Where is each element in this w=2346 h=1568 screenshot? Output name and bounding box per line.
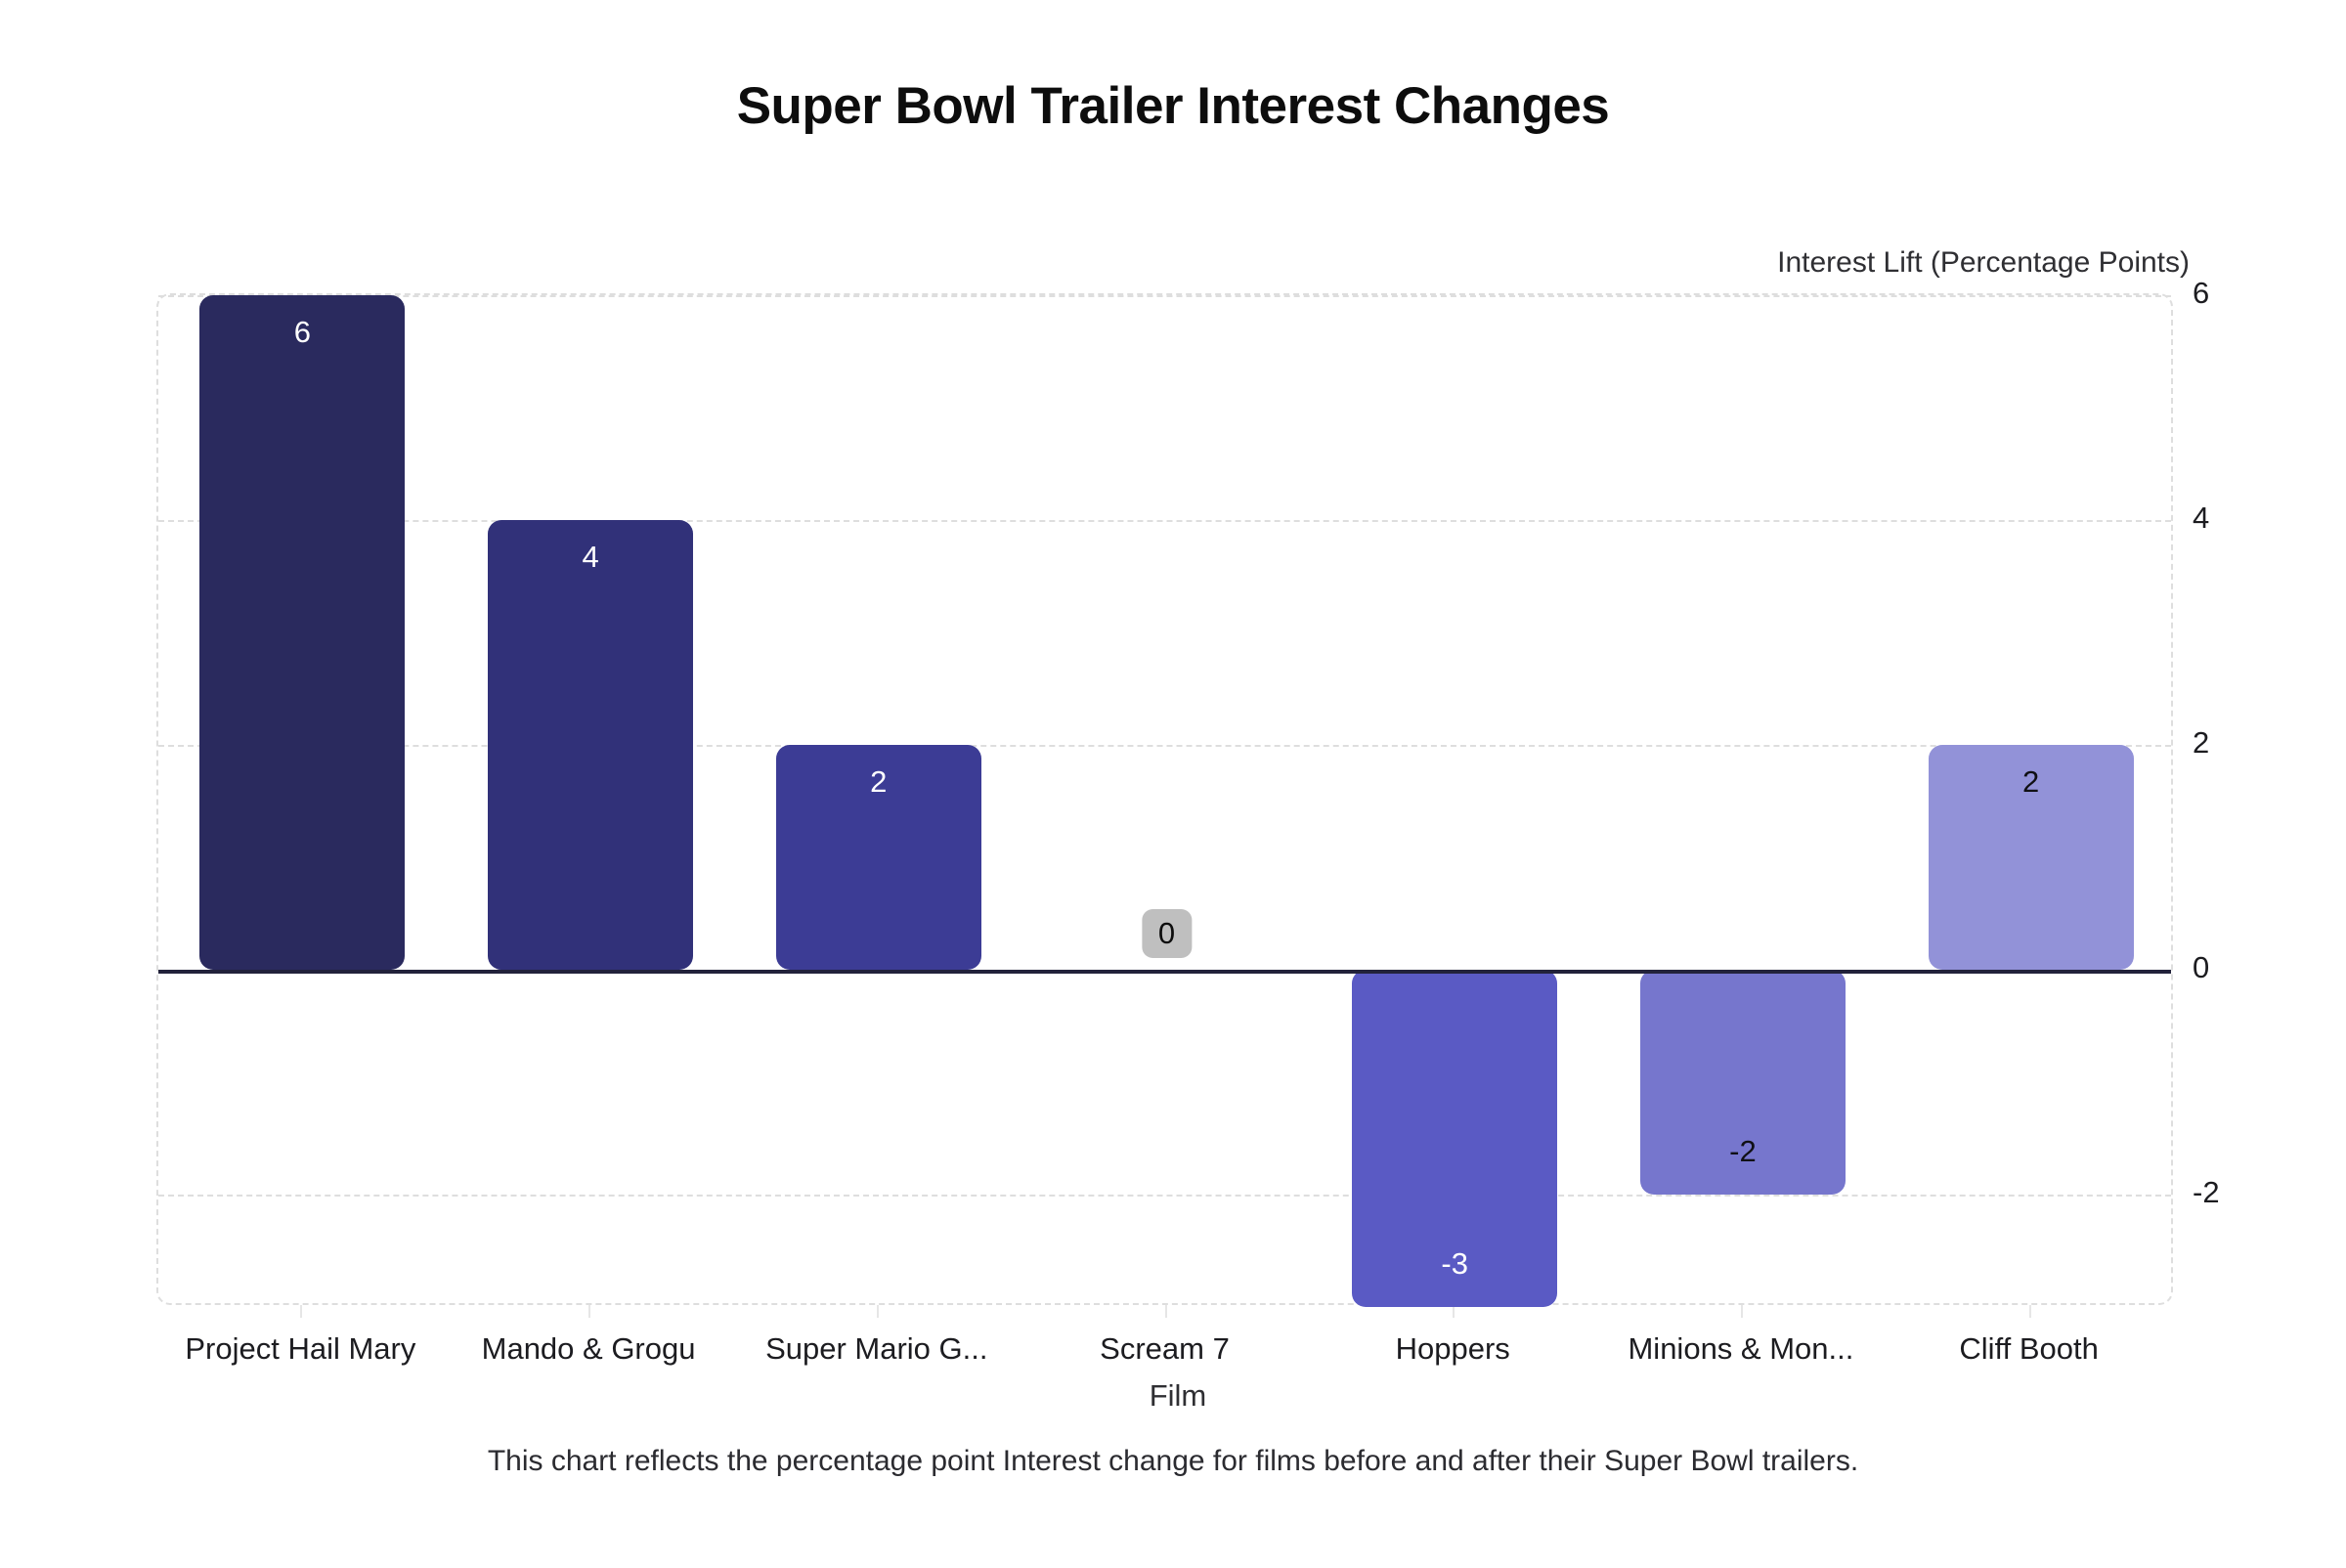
x-tick-label: Mando & Grogu: [481, 1331, 696, 1366]
bar-value-label: -3: [1441, 1246, 1468, 1281]
x-tick-mark: [2028, 1305, 2031, 1318]
gridline--2: [158, 1195, 2171, 1197]
y-tick-label: 4: [2193, 501, 2210, 535]
bar-value-label: -2: [1729, 1134, 1757, 1168]
plot-area: 6 4 2 0 -3 -2 2: [156, 293, 2173, 1307]
gridline-4: [158, 520, 2171, 522]
x-tick-label: Project Hail Mary: [185, 1331, 416, 1366]
bar-value-label: 2: [870, 764, 888, 799]
x-axis-title-text: Film: [1149, 1378, 1207, 1413]
x-tick-label: Super Mario G...: [765, 1331, 988, 1366]
x-tick-mark: [1453, 1305, 1455, 1318]
x-tick-mark: [876, 1305, 879, 1318]
bar[interactable]: [1352, 970, 1558, 1307]
zero-baseline: [158, 970, 2171, 974]
bar-value-label: 2: [2022, 764, 2040, 799]
y-tick-label: 2: [2193, 725, 2210, 760]
x-tick-label: Hoppers: [1395, 1331, 1510, 1366]
y-axis-title: Interest Lift (Percentage Points): [1777, 246, 2190, 279]
x-tick-mark: [1740, 1305, 1743, 1318]
x-tick-label: Scream 7: [1100, 1331, 1230, 1366]
y-tick-label: 0: [2193, 950, 2210, 984]
x-tick-mark: [300, 1305, 303, 1318]
x-tick-label: Cliff Booth: [1959, 1331, 2099, 1366]
bar-value-label: 6: [293, 315, 311, 349]
bar[interactable]: [488, 520, 694, 970]
bar-value-label: 4: [582, 540, 599, 574]
gridline-6: [158, 295, 2171, 297]
x-tick-label: Minions & Mon...: [1628, 1331, 1854, 1366]
chart-footnote: This chart reflects the percentage point…: [487, 1445, 1859, 1477]
bar[interactable]: [1639, 970, 1846, 1195]
bar[interactable]: [775, 745, 981, 970]
bar[interactable]: [199, 295, 406, 970]
bar-value-label: 0: [1141, 909, 1193, 958]
x-tick-mark: [588, 1305, 591, 1318]
x-tick-mark: [1164, 1305, 1167, 1318]
gridline-2: [158, 745, 2171, 747]
y-tick-label: 6: [2193, 276, 2210, 310]
y-tick-label: -2: [2193, 1175, 2220, 1209]
x-axis-title: Film: [0, 1378, 2346, 1414]
bar[interactable]: [1928, 745, 2134, 970]
chart-title: Super Bowl Trailer Interest Changes: [736, 77, 1610, 135]
